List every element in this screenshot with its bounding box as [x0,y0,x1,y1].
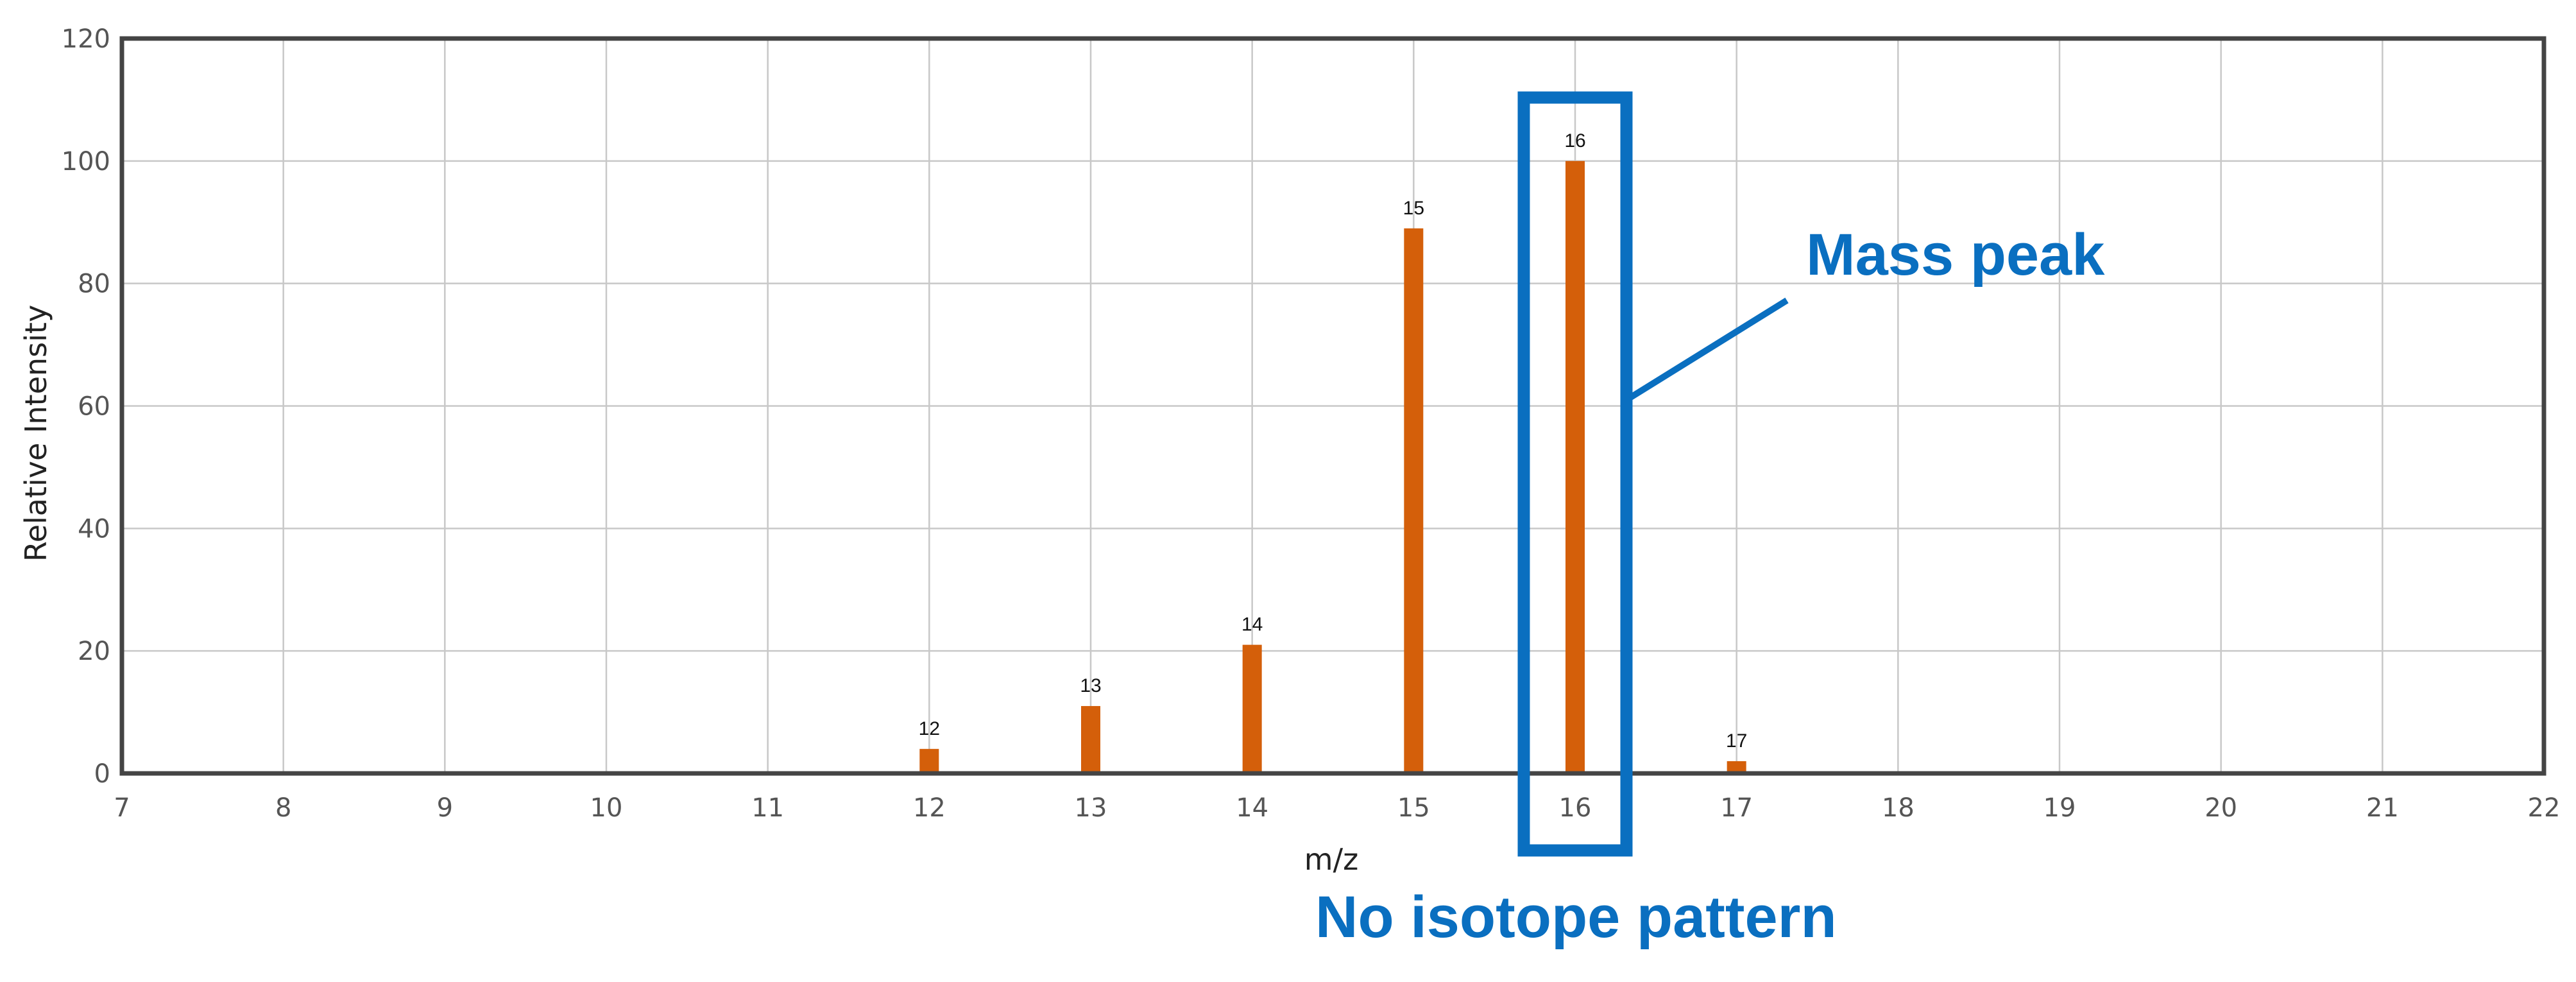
y-axis-title: Relative Intensity [19,305,53,562]
no-isotope-pattern-annotation: No isotope pattern [1315,884,1837,950]
x-tick-label: 22 [2528,793,2561,823]
bar-label-mz-14: 14 [1241,614,1263,635]
bar-labels-group: 12 13 14 15 16 17 [919,130,1748,752]
x-tick-label: 10 [590,793,623,823]
x-axis-title: m/z [1304,842,1358,877]
bar-mz-12 [919,748,939,773]
bar-label-mz-15: 15 [1403,198,1424,219]
x-tick-label: 16 [1559,793,1592,823]
y-tick-label: 100 [62,147,110,177]
bar-mz-14 [1242,644,1262,773]
y-tick-label: 60 [78,392,110,422]
x-tick-label: 11 [751,793,784,823]
y-tick-label: 120 [62,24,110,54]
x-tick-label: 7 [114,793,130,823]
x-tick-label: 14 [1236,793,1268,823]
x-tick-label: 13 [1075,793,1107,823]
bar-label-mz-17: 17 [1726,730,1747,752]
y-tick-label: 80 [78,270,110,299]
bar-mz-17 [1727,761,1746,773]
x-tick-label: 15 [1397,793,1430,823]
x-tick-label: 19 [2043,793,2076,823]
x-tick-label: 21 [2366,793,2399,823]
y-tick-label: 20 [78,637,110,666]
highlight-box [1517,91,1633,857]
mass-peak-annotation: Mass peak [1806,222,2105,288]
y-tick-labels: 0 20 40 60 80 100 120 [62,24,110,789]
horizontal-grid-lines [122,160,2544,652]
x-tick-label: 12 [913,793,946,823]
bar-label-mz-16: 16 [1564,130,1585,151]
plot-frame [119,36,2546,776]
x-tick-labels: 7 8 9 10 11 12 13 14 15 16 17 18 19 20 21 22 [114,793,2560,823]
bar-mz-13 [1081,706,1100,773]
bar-label-mz-13: 13 [1080,675,1101,696]
y-tick-label: 40 [78,514,110,544]
bars-group [919,160,1746,774]
bar-mz-16 [1565,160,1585,774]
x-tick-label: 8 [275,793,291,823]
y-tick-label: 0 [94,759,110,789]
callout-line [1628,297,1789,401]
x-tick-label: 20 [2205,793,2237,823]
bar-label-mz-12: 12 [919,718,940,739]
x-tick-label: 18 [1882,793,1915,823]
x-tick-label: 17 [1720,793,1753,823]
x-tick-label: 9 [437,793,453,823]
bar-mz-15 [1404,228,1424,774]
